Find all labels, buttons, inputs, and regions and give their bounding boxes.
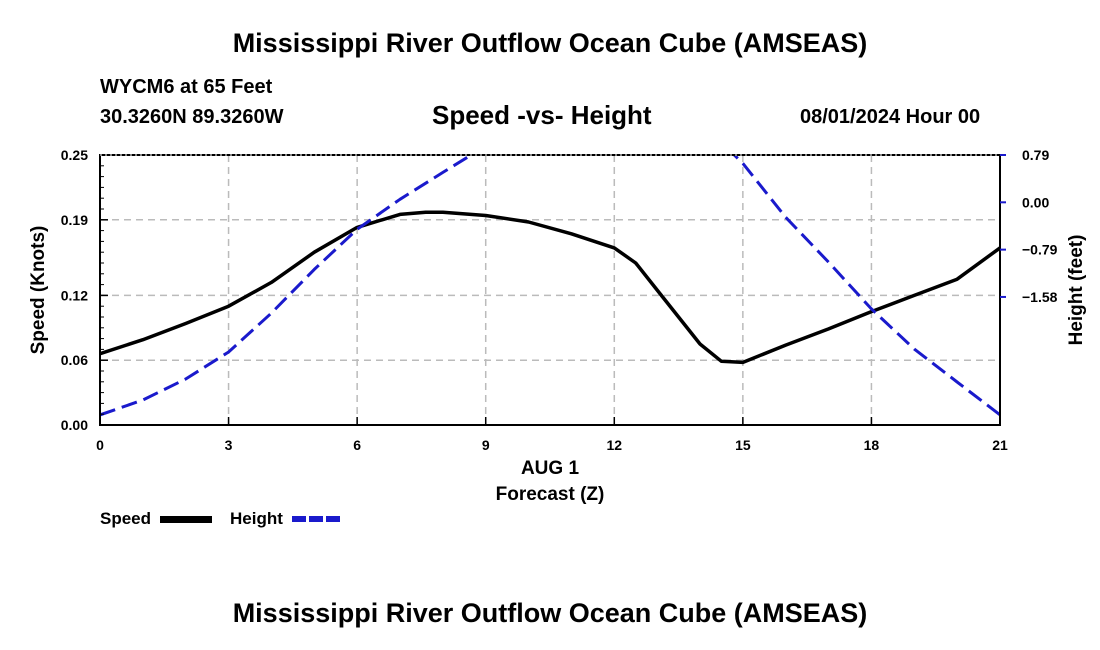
- axis-ticks: 0 3 6 9 12 15 18 21 0.00 0.06 0.12 0.19 0.25 0.79 0.00…: [61, 147, 1058, 453]
- x-tick-label: 12: [606, 437, 622, 453]
- y-left-tick-label: 0.19: [61, 212, 88, 228]
- station-label: WYCM6 at 65 Feet: [100, 76, 273, 98]
- y-right-tick-label: −1.58: [1022, 289, 1058, 305]
- y-left-tick-label: 0.25: [61, 147, 88, 163]
- forecast-datetime: 08/01/2024 Hour 00: [800, 106, 981, 128]
- legend-speed-label: Speed: [100, 509, 152, 528]
- y-left-tick-label: 0.06: [61, 352, 88, 368]
- legend-height-label: Height: [230, 509, 283, 528]
- x-tick-label: 0: [96, 437, 104, 453]
- y-right-tick-label: 0.00: [1022, 194, 1049, 210]
- chart-subtitle: Speed -vs- Height: [432, 100, 652, 130]
- grid-lines: [100, 154, 1000, 425]
- footer-title: Mississippi River Outflow Ocean Cube (AM…: [232, 598, 868, 628]
- y-left-tick-label: 0.00: [61, 417, 88, 433]
- x-tick-label: 21: [992, 437, 1008, 453]
- x-tick-label: 9: [482, 437, 490, 453]
- legend-height-swatch: [292, 516, 342, 522]
- y-axis-left-label: Speed (Knots): [28, 226, 49, 355]
- y-right-tick-label: −0.79: [1022, 242, 1058, 258]
- x-tick-label: 18: [864, 437, 880, 453]
- series-speed-line: [100, 210, 1000, 365]
- chart-title: Mississippi River Outflow Ocean Cube (AM…: [232, 28, 868, 58]
- series-lines: [100, 155, 1000, 417]
- y-left-tick-label: 0.12: [61, 287, 88, 303]
- y-axis-right-label: Height (feet): [1066, 235, 1087, 346]
- series-height-line: [100, 155, 1000, 417]
- x-tick-label: 3: [225, 437, 233, 453]
- x-axis-date-label: AUG 1: [521, 458, 580, 479]
- legend-speed-swatch: [160, 516, 212, 523]
- coordinates-label: 30.3260N 89.3260W: [100, 106, 284, 128]
- x-tick-label: 6: [353, 437, 361, 453]
- y-right-tick-label: 0.79: [1022, 147, 1049, 163]
- x-tick-label: 15: [735, 437, 751, 453]
- x-axis-label: Forecast (Z): [496, 484, 605, 505]
- plot-frame: [99, 154, 1001, 426]
